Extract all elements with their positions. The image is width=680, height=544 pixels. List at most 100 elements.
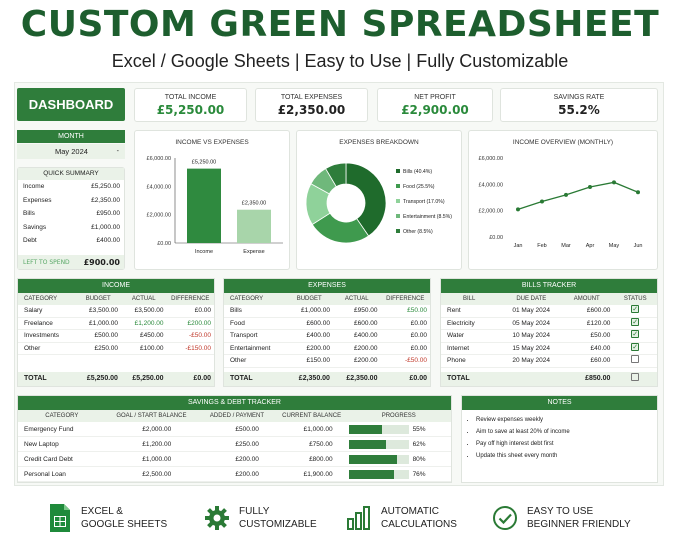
kpi-total-income: TOTAL INCOME £5,250.00 [134, 88, 247, 122]
gear-icon [205, 506, 229, 530]
legend-swatch [396, 199, 400, 203]
status-checkbox[interactable]: ✓ [631, 317, 640, 326]
table-cell: Rent [447, 307, 461, 314]
table-cell: £600.00 [353, 319, 378, 327]
total-cell: £0.00 [409, 375, 427, 382]
bar-chart-svg: £6,000.00 £4,000.00 £2,000.00 £0.00 £5,250.0… [147, 156, 283, 255]
table-cell: 20 May 2024 [512, 357, 550, 364]
table-cell: £1,000.00 [303, 426, 333, 433]
bar [187, 168, 221, 243]
table-cell: Emergency Fund [24, 426, 74, 433]
y-tick-label: £2,000.00 [479, 209, 503, 215]
table-cell: £200.00 [353, 344, 378, 352]
table-cell: Other [230, 357, 247, 364]
table-cell: £500.00 [235, 426, 259, 433]
table-cell: £40.00 [590, 344, 611, 352]
col-header: CATEGORY [24, 296, 58, 302]
progress-percent: 80% [412, 456, 426, 463]
y-tick-label: £4,000.00 [147, 184, 171, 190]
table-row: Freelance £1,000.00 £1,200.00 £200.00 [18, 318, 214, 330]
table-cell: £3,500.00 [89, 307, 118, 314]
table-cell: £60.00 [590, 357, 611, 364]
col-header: DIFFERENCE [386, 296, 425, 302]
table-cell: £200.00 [353, 357, 378, 364]
x-tick-label: May [609, 243, 620, 249]
progress-percent: 62% [412, 441, 426, 448]
table-cell: £0.00 [410, 344, 427, 352]
month-select[interactable]: May 2024 - [17, 144, 125, 159]
table-cell: Personal Loan [24, 471, 66, 478]
donut-slice [345, 162, 387, 237]
feature-line: CALCULATIONS [381, 519, 457, 530]
chart-title: INCOME OVERVIEW (MONTHLY) [512, 139, 614, 146]
status-checkbox[interactable]: ✓ [631, 305, 640, 314]
check-circle-icon [493, 506, 517, 530]
summary-key: Debt [23, 237, 37, 244]
table-title: EXPENSES [224, 279, 430, 293]
progress-percent: 76% [412, 471, 426, 478]
table-cell: £1,900.00 [303, 471, 333, 478]
table-row: Other £250.00 £100.00 -£150.00 [18, 343, 214, 355]
total-label: TOTAL [230, 375, 253, 382]
table-cell: £950.00 [353, 307, 378, 314]
table-title: BILLS TRACKER [441, 279, 657, 293]
table-cell: £400.00 [353, 332, 378, 339]
table-row: Bills £1,000.00 £950.00 £50.00 [224, 305, 430, 318]
series-line [517, 181, 639, 210]
legend-swatch [396, 184, 400, 188]
data-point [516, 207, 520, 212]
legend-swatch [396, 214, 400, 218]
col-header: BILL [463, 296, 476, 302]
summary-value: £5,250.00 [91, 183, 120, 190]
status-checkbox[interactable] [631, 355, 640, 364]
feature-easy-to-use: EASY TO USE BEGINNER FRIENDLY [492, 502, 631, 534]
legend-label: Bills (40.4%) [403, 169, 432, 175]
month-value: May 2024 [55, 147, 88, 156]
table-cell: £250.00 [235, 441, 259, 448]
dashboard-tab[interactable]: DASHBOARD [17, 88, 125, 121]
table-cell: £3,500.00 [134, 307, 164, 314]
table-cell: £600.00 [586, 307, 611, 314]
table-cell: New Laptop [24, 441, 59, 448]
progress-cell: 80% [347, 452, 451, 466]
table-row: Transport £400.00 £400.00 £0.00 [224, 330, 430, 343]
status-checkbox[interactable] [631, 373, 640, 382]
table-row: Credit Card Debt £1,000.00 £200.00 £800.00 8… [18, 452, 451, 467]
col-header: GOAL / START BALANCE [116, 413, 187, 419]
kpi-value: £5,250.00 [156, 103, 225, 117]
summary-value: £2,350.00 [91, 196, 120, 204]
col-header: DIFFERENCE [171, 296, 210, 302]
status-checkbox[interactable]: ✓ [631, 330, 640, 339]
col-header: CURRENT BALANCE [282, 413, 342, 419]
table-cell: £200.00 [235, 456, 259, 463]
summary-key: Expenses [23, 196, 52, 204]
table-cell: £0.00 [194, 307, 212, 314]
note-item: Pay off high interest debt first [476, 441, 657, 447]
bar [237, 209, 271, 243]
table-row: Food £600.00 £600.00 £0.00 [224, 318, 430, 330]
table-cell: -£50.00 [404, 357, 427, 364]
table-row: Electricity 05 May 2024 £120.00 ✓ [441, 317, 657, 330]
progress-cell: 55% [347, 422, 451, 436]
progress-bar [348, 469, 409, 479]
bar-chart-icon [347, 506, 370, 530]
income-overview-chart: INCOME OVERVIEW (MONTHLY) £6,000.00 £4,00… [468, 130, 658, 270]
status-cell: ✓ [613, 330, 657, 342]
feature-customizable: FULLY CUSTOMIZABLE [204, 502, 317, 534]
table-cell: 10 May 2024 [512, 332, 550, 339]
table-cell: Internet [447, 344, 470, 352]
table-cell: £600.00 [306, 319, 330, 327]
summary-key: Income [23, 183, 45, 190]
kpi-label: TOTAL EXPENSES [280, 94, 343, 101]
status-checkbox[interactable]: ✓ [631, 342, 640, 351]
legend-label: Transport (17.0%) [403, 199, 445, 205]
table-cell: £1,200.00 [142, 441, 172, 448]
income-table: INCOME CATEGORY BUDGET ACTUAL DIFFERENCE… [17, 278, 215, 387]
kpi-total-expenses: TOTAL EXPENSES £2,350.00 [255, 88, 368, 122]
table-cell: £2,500.00 [142, 471, 172, 478]
table-cell: £2,000.00 [142, 426, 172, 433]
page-title: CUSTOM GREEN SPREADSHEET [20, 4, 660, 45]
table-cell: Transport [230, 332, 258, 339]
table-cell: £0.00 [410, 319, 427, 327]
chevron-down-icon[interactable]: - [116, 148, 119, 155]
